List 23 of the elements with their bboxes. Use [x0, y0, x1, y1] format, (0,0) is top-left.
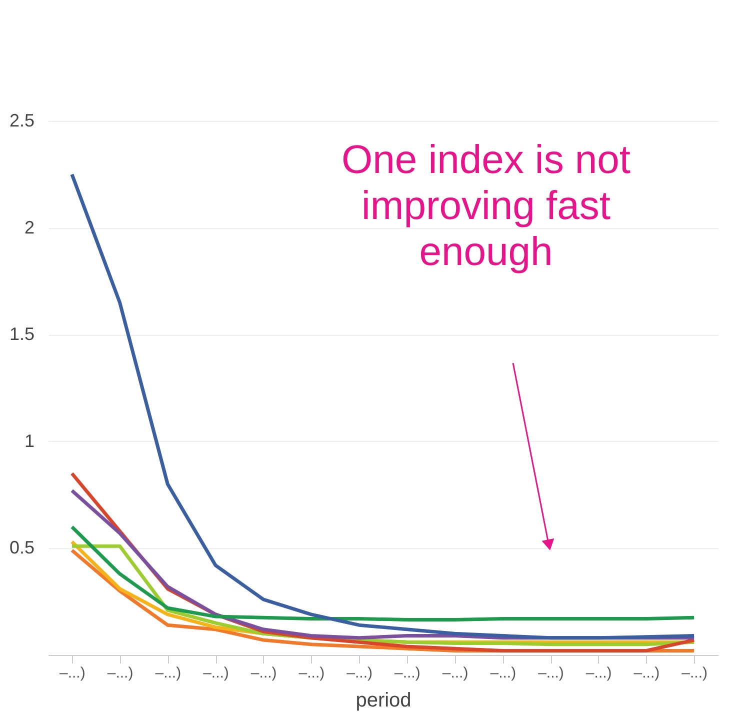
y-tick-label: 1.5 — [9, 324, 34, 344]
x-tick-label: –...) — [60, 664, 86, 682]
x-tick-label: –...) — [442, 664, 468, 682]
y-tick-label: 1 — [24, 430, 34, 451]
x-tick-label: –...) — [586, 664, 612, 682]
y-tick-label: 2 — [24, 217, 34, 238]
y-tick-label: 0.5 — [9, 538, 34, 558]
x-tick-label: –...) — [107, 664, 134, 682]
annotation: One index is not improving fast enough — [341, 138, 631, 274]
x-tick-label: –...) — [634, 664, 660, 682]
line-series — [70, 525, 696, 622]
x-tick-label: –...) — [298, 664, 325, 682]
x-tick-label: –...) — [490, 664, 516, 682]
x-tick-label: –...) — [538, 664, 564, 682]
line-series — [70, 172, 696, 640]
x-tick-label: –...) — [682, 664, 708, 682]
x-tick-label: –...) — [250, 664, 277, 682]
x-tick-label: –...) — [155, 664, 182, 682]
x-axis-title: period — [356, 690, 412, 712]
x-tick-label: –...) — [203, 664, 229, 682]
y-tick-label: 2.5 — [9, 110, 34, 130]
x-tick-label: –...) — [346, 664, 372, 682]
x-tick-label: –...) — [394, 664, 420, 682]
